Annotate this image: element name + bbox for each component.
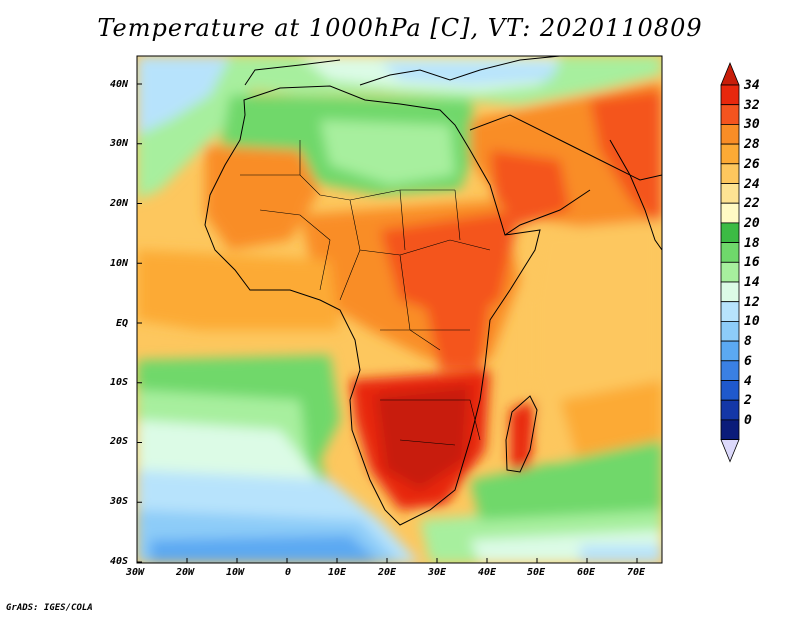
colorbar-swatch	[720, 301, 740, 322]
colorbar-label: 4	[744, 373, 752, 389]
colorbar-swatch	[720, 202, 740, 224]
lat-label-10s: 10S	[110, 377, 129, 388]
lon-label-40e: 40E	[478, 567, 497, 578]
colorbar-label: 24	[744, 176, 760, 192]
lat-label-30s: 30S	[110, 496, 129, 507]
colorbar-over-triangle	[720, 61, 740, 86]
colorbar-label: 20	[744, 215, 760, 231]
madagascar-coast	[505, 395, 538, 473]
colorbar-label: 32	[744, 97, 760, 113]
colorbar-label: 34	[744, 78, 760, 93]
colorbar-label: 2	[744, 393, 752, 409]
colorbar-label: 22	[744, 196, 760, 212]
coastlines	[204, 56, 662, 526]
colorbar-swatch	[720, 124, 740, 145]
colorbar-swatch	[720, 104, 740, 125]
colorbar-swatch	[720, 84, 740, 106]
borders	[240, 140, 491, 446]
map-title: Temperature at 1000hPa [C], VT: 20201108…	[97, 14, 703, 42]
colorbar-label: 14	[744, 275, 760, 290]
lat-label-eq: EQ	[116, 318, 129, 329]
lon-label-0: 0	[285, 567, 292, 578]
colorbar-label: 12	[744, 294, 760, 310]
map-frame	[136, 55, 663, 564]
arabia-coast	[469, 114, 662, 236]
colorbar-swatch	[720, 340, 740, 362]
colorbar-label: 8	[744, 334, 752, 350]
colorbar-swatch	[720, 419, 740, 440]
colorbar-swatch	[720, 183, 740, 204]
lat-label-20s: 20S	[110, 436, 129, 447]
lon-label-70e: 70E	[627, 567, 646, 578]
lon-label-10e: 10E	[328, 567, 347, 578]
colorbar-label: 18	[744, 235, 760, 251]
lat-tick-marks	[137, 83, 142, 563]
colorbar-swatch	[720, 320, 740, 342]
colorbar-label: 0	[744, 412, 752, 428]
temperature-field	[137, 56, 662, 563]
lat-label-40s: 40S	[110, 556, 129, 567]
colorbar	[720, 61, 740, 463]
grads-credit: GrADS: IGES/COLA	[6, 603, 93, 613]
colorbar-swatch	[720, 281, 740, 303]
colorbar-label: 10	[744, 314, 760, 330]
colorbar-swatch	[720, 163, 740, 184]
colorbar-label: 30	[744, 117, 760, 133]
colorbar-under-triangle	[720, 439, 740, 463]
lat-label-40n: 40N	[110, 79, 129, 90]
colorbar-swatch	[720, 399, 740, 421]
colorbar-label: 28	[744, 137, 760, 153]
lon-label-50e: 50E	[527, 567, 546, 578]
lat-label-10n: 10N	[110, 258, 129, 269]
colorbar-swatch	[720, 261, 740, 283]
colorbar-swatch	[720, 242, 740, 263]
lon-label-30e: 30E	[428, 567, 447, 578]
lon-label-20e: 20E	[378, 567, 397, 578]
colorbar-swatch	[720, 143, 740, 165]
colorbar-swatch	[720, 222, 740, 243]
lon-label-10w: 10W	[226, 567, 245, 578]
colorbar-label: 16	[744, 255, 760, 271]
india-coast	[609, 139, 662, 251]
lat-label-20n: 20N	[110, 198, 129, 209]
colorbar-swatch	[720, 380, 740, 401]
colorbar-label: 26	[744, 156, 760, 172]
europe-coast	[244, 56, 561, 86]
lon-label-30w: 30W	[126, 567, 145, 578]
colorbar-swatch	[720, 360, 740, 381]
africa-coast	[204, 85, 541, 526]
lon-label-60e: 60E	[577, 567, 596, 578]
lon-label-20w: 20W	[176, 567, 195, 578]
colorbar-label: 6	[744, 353, 752, 369]
lat-label-30n: 30N	[110, 138, 129, 149]
